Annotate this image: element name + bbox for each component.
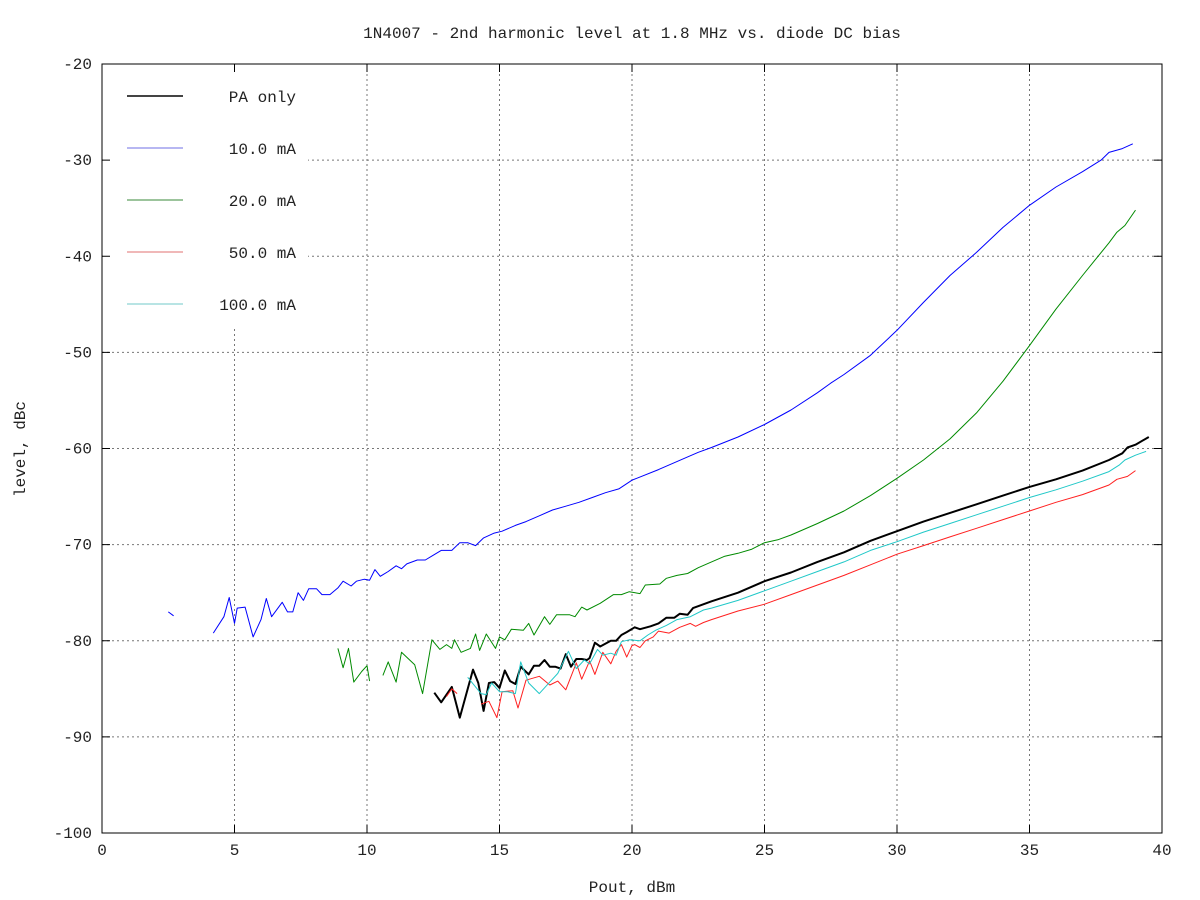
chart-title: 1N4007 - 2nd harmonic level at 1.8 MHz v… — [363, 25, 901, 43]
y-tick-label: -100 — [54, 825, 92, 843]
legend-label: PA only — [229, 89, 297, 107]
y-tick-label: -40 — [63, 248, 92, 266]
y-tick-label: -60 — [63, 441, 92, 459]
y-tick-label: -50 — [63, 344, 92, 362]
y-tick-label: -90 — [63, 729, 92, 747]
x-tick-label: 25 — [755, 842, 774, 860]
legend: PA only 10.0 mA 20.0 mA 50.0 mA 100.0 mA — [127, 89, 296, 315]
y-tick-label: -20 — [63, 56, 92, 74]
x-tick-label: 5 — [230, 842, 240, 860]
x-tick-label: 15 — [490, 842, 509, 860]
series-line-2 — [337, 209, 1136, 695]
series-line-3 — [446, 470, 1136, 719]
y-tick-label: -80 — [63, 633, 92, 651]
x-tick-label: 35 — [1020, 842, 1039, 860]
legend-label: 50.0 mA — [229, 245, 297, 263]
legend-background — [103, 65, 308, 327]
x-tick-label: 10 — [357, 842, 376, 860]
series-group — [168, 143, 1150, 719]
series-line-1 — [168, 143, 1134, 638]
x-tick-label: 0 — [97, 842, 107, 860]
legend-label: 100.0 mA — [219, 297, 296, 315]
y-axis-label: level, dBc — [12, 401, 30, 497]
ticks: 0 5 10 15 20 25 30 35 40 -100 -90 -80 -70 -60 -50 -40 -3… — [54, 56, 1172, 860]
series-line-4 — [467, 450, 1147, 696]
x-tick-label: 30 — [887, 842, 906, 860]
legend-label: 20.0 mA — [229, 193, 297, 211]
x-axis-label: Pout, dBm — [589, 879, 675, 897]
y-tick-label: -30 — [63, 152, 92, 170]
x-tick-label: 40 — [1152, 842, 1171, 860]
legend-label: 10.0 mA — [229, 141, 297, 159]
y-tick-label: -70 — [63, 537, 92, 555]
series-line-0 — [433, 436, 1150, 719]
x-tick-label: 20 — [622, 842, 641, 860]
